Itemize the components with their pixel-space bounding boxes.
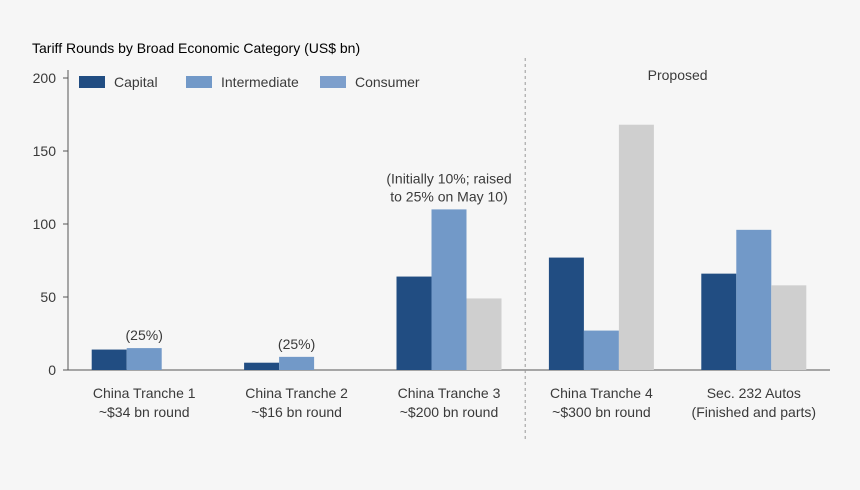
- annotation-label: (25%): [126, 327, 163, 343]
- legend-swatch-capital: [79, 76, 105, 88]
- x-tick-label: China Tranche 2: [245, 385, 348, 401]
- bar-capital: [701, 273, 737, 370]
- bar-intermediate: [583, 330, 619, 370]
- x-tick-label: Sec. 232 Autos: [707, 385, 801, 401]
- bar-consumer: [618, 124, 654, 370]
- y-tick-label: 0: [48, 362, 56, 378]
- y-tick-label: 100: [33, 216, 57, 232]
- x-tick-label: ~$16 bn round: [251, 404, 342, 420]
- annotation-label: (Initially 10%; raised: [386, 170, 511, 186]
- bar-intermediate: [126, 348, 162, 370]
- bar-intermediate: [736, 229, 772, 370]
- proposed-section-label: Proposed: [648, 67, 708, 83]
- bar-capital: [91, 349, 127, 370]
- y-tick-label: 50: [40, 289, 56, 305]
- bar-capital: [244, 362, 280, 370]
- legend-swatch-intermediate: [186, 76, 212, 88]
- x-tick-label: ~$300 bn round: [552, 404, 650, 420]
- bar-consumer: [771, 285, 807, 370]
- legend-label-capital: Capital: [114, 74, 158, 90]
- x-tick-label: China Tranche 1: [93, 385, 196, 401]
- bar-intermediate: [279, 356, 315, 370]
- x-tick-label: ~$34 bn round: [99, 404, 190, 420]
- x-tick-label: China Tranche 3: [398, 385, 501, 401]
- bar-intermediate: [431, 209, 467, 370]
- y-tick-label: 200: [33, 70, 57, 86]
- chart-title: Tariff Rounds by Broad Economic Category…: [32, 40, 360, 56]
- x-tick-label: China Tranche 4: [550, 385, 653, 401]
- legend-label-consumer: Consumer: [355, 74, 420, 90]
- annotation-label: (25%): [278, 336, 315, 352]
- y-tick-label: 150: [33, 143, 57, 159]
- legend-label-intermediate: Intermediate: [221, 74, 299, 90]
- x-tick-label: ~$200 bn round: [400, 404, 498, 420]
- bar-capital: [548, 257, 584, 370]
- annotation-label: to 25% on May 10): [390, 188, 508, 204]
- bar-consumer: [466, 298, 502, 370]
- legend-swatch-consumer: [320, 76, 346, 88]
- bar-capital: [396, 276, 432, 370]
- x-tick-label: (Finished and parts): [692, 404, 817, 420]
